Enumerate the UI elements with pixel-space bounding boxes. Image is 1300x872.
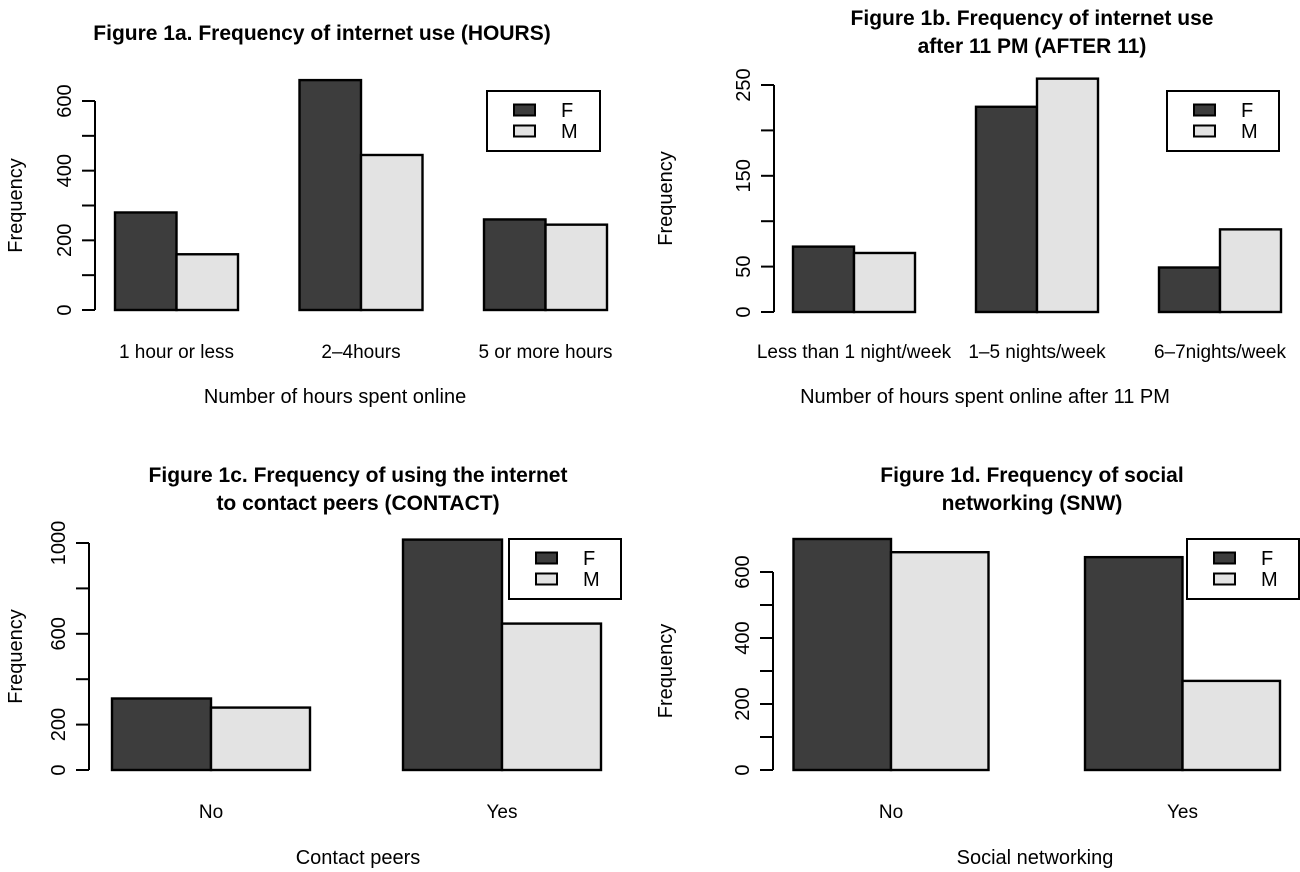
chart-fig1b: Figure 1b. Frequency of internet use afte… [650,0,1300,436]
y-axis-label: Frequency [5,609,27,704]
legend-label-f: F [561,100,573,122]
chart-title: Figure 1c. Frequency of using the intern… [149,464,568,487]
bar-m-0 [175,253,240,312]
category-label: No [199,802,223,823]
category-label: 2–4hours [321,342,400,363]
bar-m-1 [1035,77,1100,314]
bar-m-1 [500,622,603,772]
chart-title: after 11 PM (AFTER 11) [918,35,1147,58]
legend-swatch-m [1193,124,1216,138]
legend-box [486,90,601,152]
category-label: 1–5 nights/week [968,342,1106,363]
panel-fig1d: Figure 1d. Frequency of social networking… [650,436,1300,872]
bar-m-1 [359,153,424,312]
legend-swatch-m [513,124,536,138]
y-tick-label: 400 [54,154,76,187]
bar-f-0 [113,211,178,312]
legend-label-m: M [1241,121,1258,143]
bar-m-2 [544,223,609,312]
chart-fig1c: Figure 1c. Frequency of using the intern… [0,436,650,872]
category-label: Less than 1 night/week [757,342,952,363]
chart-title: Figure 1d. Frequency of social [880,464,1183,487]
legend-box [1186,538,1300,600]
panel-fig1b: Figure 1b. Frequency of internet use afte… [650,0,1300,436]
legend-box [1166,90,1280,152]
y-tick-label: 600 [48,617,70,650]
bar-f-0 [792,537,893,772]
panel-fig1c: Figure 1c. Frequency of using the intern… [0,436,650,872]
legend-swatch-f [513,103,536,117]
y-tick-label: 0 [732,764,754,775]
y-axis-label: Frequency [655,151,677,246]
bar-m-0 [889,550,990,772]
legend-swatch-f [1213,551,1236,565]
bar-m-0 [852,251,917,314]
y-tick-label: 1000 [48,521,70,566]
category-label: 5 or more hours [478,342,612,363]
chart-title: Figure 1a. Frequency of internet use (HO… [93,22,550,45]
bar-m-1 [1181,679,1282,772]
y-tick-label: 400 [732,621,754,654]
panel-fig1a: Figure 1a. Frequency of internet use (HO… [0,0,650,436]
x-axis-label: Social networking [957,847,1114,869]
bar-f-1 [1083,555,1184,772]
chart-title: Figure 1b. Frequency of internet use [851,7,1214,30]
bar-f-2 [1157,266,1222,314]
bar-f-1 [401,538,504,772]
y-tick-label: 0 [733,306,755,317]
legend-box [508,538,622,600]
legend-swatch-m [535,572,558,586]
category-label: Yes [487,802,518,823]
legend-label-m: M [1261,569,1278,591]
chart-fig1a: Figure 1a. Frequency of internet use (HO… [0,0,650,436]
y-tick-label: 150 [733,159,755,192]
x-axis-label: Contact peers [296,847,421,869]
legend-swatch-f [535,551,558,565]
bar-f-1 [298,78,363,312]
legend-label-m: M [583,569,600,591]
category-label: 6–7nights/week [1154,342,1287,363]
bar-f-0 [110,697,213,772]
bar-m-0 [209,706,312,772]
y-tick-label: 50 [733,255,755,277]
y-tick-label: 600 [54,84,76,117]
legend-label-f: F [1261,548,1273,570]
category-label: 1 hour or less [119,342,234,363]
y-tick-label: 250 [733,68,755,101]
legend-label-m: M [561,121,578,143]
legend-swatch-f [1193,103,1216,117]
y-tick-label: 200 [732,687,754,720]
bar-f-2 [482,218,547,312]
y-tick-label: 0 [48,764,70,775]
chart-fig1d: Figure 1d. Frequency of social networking… [650,436,1300,872]
y-tick-label: 0 [54,304,76,315]
bar-f-0 [791,245,856,314]
x-axis-label: Number of hours spent online [204,386,466,408]
y-tick-label: 600 [732,555,754,588]
y-tick-label: 200 [48,708,70,741]
legend-label-f: F [1241,100,1253,122]
category-label: No [879,802,903,823]
y-axis-label: Frequency [5,158,27,253]
x-axis-label: Number of hours spent online after 11 PM [800,386,1170,408]
y-tick-label: 200 [54,224,76,257]
y-axis-label: Frequency [655,624,677,719]
category-label: Yes [1167,802,1198,823]
legend-swatch-m [1213,572,1236,586]
chart-title: networking (SNW) [942,492,1123,515]
legend-label-f: F [583,548,595,570]
bar-m-2 [1218,228,1283,314]
bar-f-1 [974,105,1039,314]
chart-title: to contact peers (CONTACT) [216,492,499,515]
